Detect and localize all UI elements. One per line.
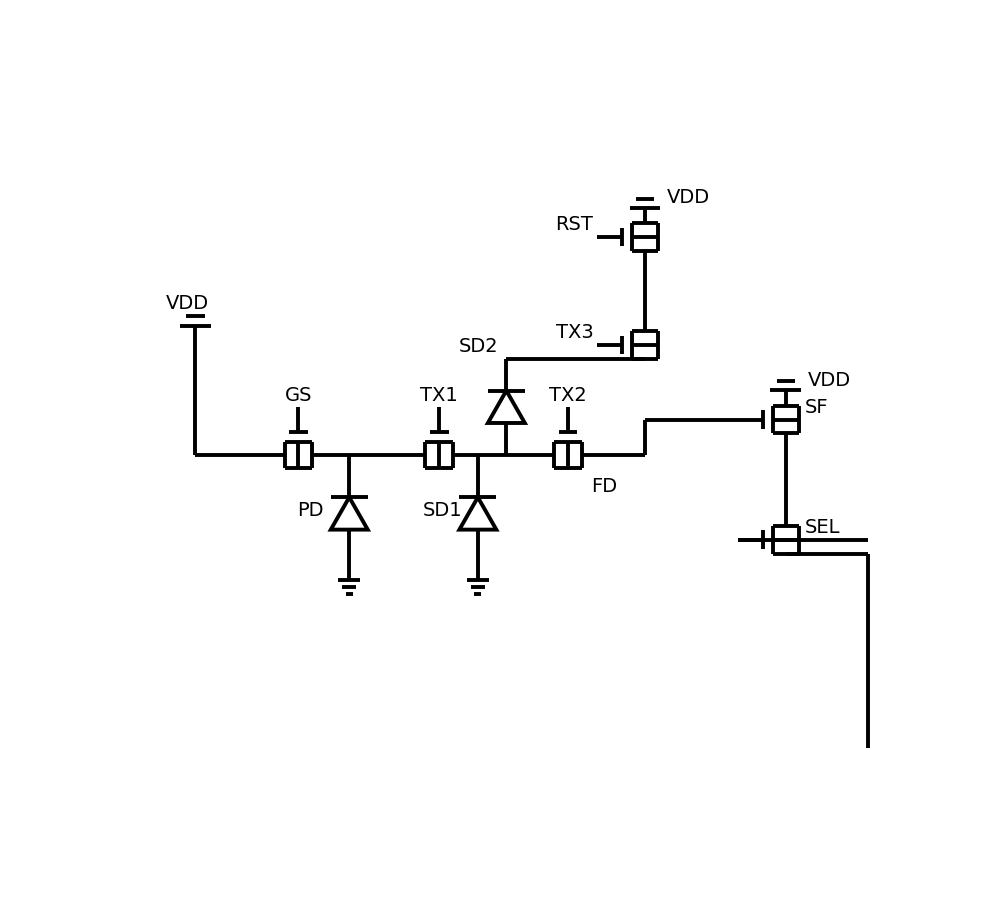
Text: SEL: SEL <box>805 517 841 537</box>
Text: RST: RST <box>555 215 593 234</box>
Text: VDD: VDD <box>666 189 710 208</box>
Text: TX2: TX2 <box>549 385 587 404</box>
Text: GS: GS <box>285 385 312 404</box>
Text: FD: FD <box>591 477 617 496</box>
Text: TX1: TX1 <box>420 385 458 404</box>
Text: VDD: VDD <box>166 293 209 312</box>
Text: SD1: SD1 <box>422 500 462 519</box>
Text: SD2: SD2 <box>459 336 499 355</box>
Text: VDD: VDD <box>807 371 851 390</box>
Text: PD: PD <box>297 500 323 519</box>
Text: SF: SF <box>805 397 829 416</box>
Text: TX3: TX3 <box>556 322 593 342</box>
